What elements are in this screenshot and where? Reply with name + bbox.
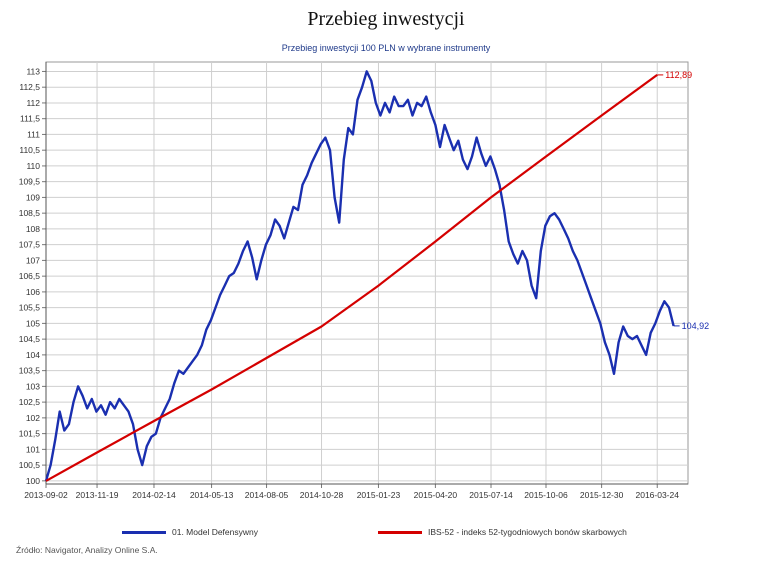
y-tick-label: 105,5 bbox=[19, 303, 41, 313]
y-tick-label: 110 bbox=[26, 161, 40, 171]
legend-swatch-series-1 bbox=[378, 530, 422, 534]
x-tick-label: 2015-12-30 bbox=[580, 490, 624, 500]
end-label-series-1: 112,89 bbox=[665, 70, 692, 80]
x-tick-label: 2014-02-14 bbox=[132, 490, 176, 500]
x-tick-label: 2013-09-02 bbox=[24, 490, 68, 500]
legend-label-series-1: IBS-52 - indeks 52-tygodniowych bonów sk… bbox=[428, 527, 627, 537]
legend-swatch-series-0 bbox=[122, 530, 166, 534]
source-note: Źródło: Navigator, Analizy Online S.A. bbox=[16, 545, 158, 555]
y-tick-label: 108 bbox=[26, 224, 40, 234]
x-tick-label: 2015-07-14 bbox=[469, 490, 513, 500]
chart-subtitle: Przebieg inwestycji 100 PLN w wybrane in… bbox=[281, 43, 491, 53]
series-line-1 bbox=[45, 74, 658, 482]
y-tick-label: 105 bbox=[26, 318, 40, 328]
y-tick-label: 100,5 bbox=[19, 460, 41, 470]
y-tick-label: 102 bbox=[26, 413, 40, 423]
y-tick-label: 103 bbox=[26, 381, 40, 391]
y-tick-label: 109,5 bbox=[19, 177, 41, 187]
y-tick-label: 109 bbox=[26, 192, 40, 202]
y-tick-label: 103,5 bbox=[19, 366, 41, 376]
y-tick-label: 102,5 bbox=[19, 397, 41, 407]
y-tick-label: 104 bbox=[26, 350, 40, 360]
y-tick-label: 111 bbox=[27, 129, 40, 139]
x-tick-label: 2015-04-20 bbox=[414, 490, 458, 500]
y-tick-label: 107,5 bbox=[19, 240, 41, 250]
x-tick-label: 2014-10-28 bbox=[300, 490, 344, 500]
y-tick-label: 112 bbox=[26, 98, 40, 108]
y-tick-label: 104,5 bbox=[19, 334, 41, 344]
x-tick-label: 2014-08-05 bbox=[245, 490, 289, 500]
plot-area bbox=[45, 61, 689, 485]
y-tick-label: 111,5 bbox=[20, 114, 40, 124]
y-tick-label: 100 bbox=[26, 476, 40, 486]
end-label-series-0: 104,92 bbox=[682, 321, 710, 331]
x-tick-label: 2013-11-19 bbox=[76, 490, 119, 500]
y-tick-label: 101 bbox=[26, 444, 40, 454]
y-tick-label: 113 bbox=[26, 66, 40, 76]
x-tick-label: 2014-05-13 bbox=[190, 490, 234, 500]
legend-label-series-0: 01. Model Defensywny bbox=[172, 527, 258, 537]
y-tick-label: 106,5 bbox=[19, 271, 41, 281]
x-tick-label: 2015-10-06 bbox=[524, 490, 568, 500]
y-tick-label: 101,5 bbox=[19, 429, 41, 439]
chart-title: Przebieg inwestycji bbox=[307, 8, 465, 30]
x-tick-label: 2016-03-24 bbox=[635, 490, 679, 500]
line-chart: 100 100,5 101 101,5 102 102,5 103 103,5 104 104,5… bbox=[19, 61, 710, 500]
y-tick-label: 112,5 bbox=[19, 82, 40, 92]
legend-item-series-0: 01. Model Defensywny bbox=[122, 525, 258, 539]
series-line-0 bbox=[44, 70, 675, 482]
legend-item-series-1: IBS-52 - indeks 52-tygodniowych bonów sk… bbox=[378, 525, 627, 539]
y-tick-label: 106 bbox=[26, 287, 40, 297]
y-tick-label: 110,5 bbox=[19, 145, 40, 155]
y-tick-label: 107 bbox=[26, 255, 40, 265]
x-tick-label: 2015-01-23 bbox=[357, 490, 401, 500]
y-tick-label: 108,5 bbox=[19, 208, 41, 218]
